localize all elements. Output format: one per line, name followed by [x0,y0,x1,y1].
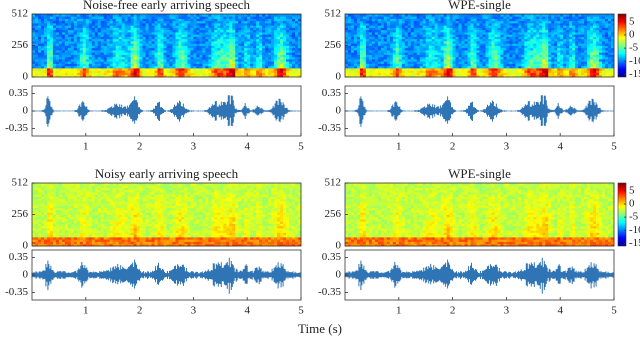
y-tick-label: 0 [23,71,29,83]
y-tick-label: 0.35 [9,87,29,99]
x-axis-label: Time (s) [298,321,342,336]
x-tick-label: 2 [137,141,143,153]
y-tick-label: 512 [12,8,29,20]
x-tick-label: 5 [298,141,304,153]
y-tick-label: 0 [23,105,29,117]
panel-title: Noise-free early arriving speech [83,0,251,12]
spectrogram-image [32,14,301,77]
x-tick-label: 4 [244,141,250,153]
waveform [32,95,300,127]
x-tick-label: 3 [191,141,197,153]
y-tick-label: 256 [12,39,29,51]
spectrogram-image [345,14,614,77]
y-tick-label: -0.35 [5,122,28,134]
x-tick-label: 1 [83,141,89,153]
